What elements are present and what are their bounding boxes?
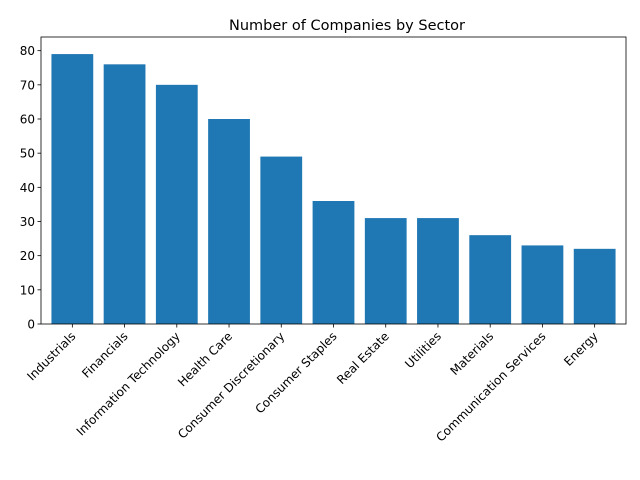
y-tick-label: 20 xyxy=(20,249,35,263)
bar-industrials xyxy=(51,54,94,324)
bar-energy xyxy=(573,248,616,324)
y-tick-label: 60 xyxy=(20,113,35,127)
y-tick-label: 30 xyxy=(20,215,35,229)
y-tick-label: 40 xyxy=(20,181,35,195)
bar-communication-services xyxy=(521,245,564,324)
bar-consumer-staples xyxy=(312,201,355,324)
bar-utilities xyxy=(417,218,459,324)
y-tick-label: 70 xyxy=(20,78,35,92)
bar-real-estate xyxy=(364,218,407,324)
bar-financials xyxy=(103,64,146,324)
x-tick-label: Communication Services xyxy=(433,329,548,444)
x-tick-label: Real Estate xyxy=(334,329,392,387)
x-tick-label: Industrials xyxy=(24,329,78,383)
bars-group xyxy=(51,54,616,324)
bar-information-technology xyxy=(155,84,198,324)
bar-materials xyxy=(469,235,512,324)
x-tick-label: Information Technology xyxy=(74,329,183,438)
y-tick-label: 10 xyxy=(20,283,35,297)
bar-consumer-discretionary xyxy=(260,156,303,324)
plot-frame xyxy=(40,36,627,325)
y-tick-label: 50 xyxy=(20,147,35,161)
x-tick-label: Materials xyxy=(448,329,497,378)
y-tick-label: 0 xyxy=(27,318,35,332)
x-tick-label: Energy xyxy=(561,329,601,369)
y-tick-label: 80 xyxy=(20,44,35,58)
x-tick-label: Financials xyxy=(79,329,130,380)
x-tick-label: Consumer Discretionary xyxy=(175,329,287,441)
y-axis: 0 10 20 30 40 50 60 70 80 xyxy=(20,44,41,332)
x-tick-label: Utilities xyxy=(402,329,444,371)
chart-title: Number of Companies by Sector xyxy=(229,18,465,34)
bar-health-care xyxy=(208,119,250,324)
